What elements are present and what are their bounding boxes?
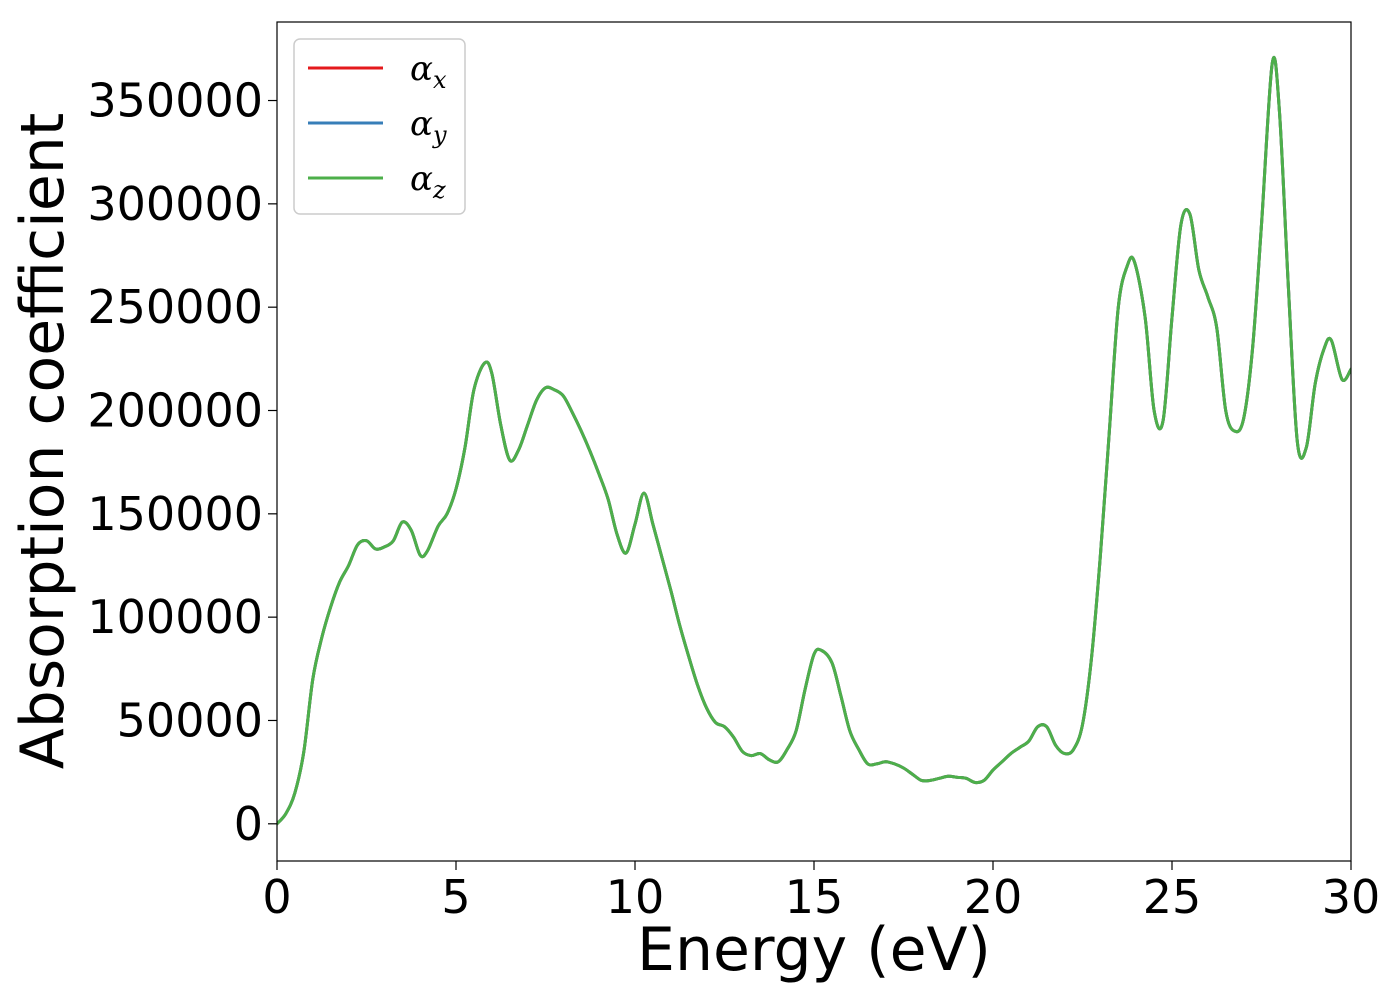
x-axis-title: Energy (eV) — [637, 915, 991, 985]
legend: αx αy αz — [293, 38, 466, 215]
x-axis-ticks: 0 5 10 15 20 25 30 — [262, 861, 1380, 924]
legend-label-x: αx — [410, 49, 447, 94]
legend-label-y: αy — [410, 104, 447, 149]
y-tick-label: 50000 — [117, 693, 263, 747]
y-tick-label: 150000 — [87, 487, 263, 541]
series-layer — [277, 55, 1351, 826]
legend-box — [293, 38, 466, 215]
x-tick-label: 5 — [441, 870, 470, 924]
x-tick-label: 25 — [1143, 870, 1202, 924]
x-tick-label: 15 — [785, 870, 844, 924]
y-tick-label: 200000 — [87, 384, 263, 438]
series-line-z — [277, 55, 1351, 826]
x-tick-label: 10 — [606, 870, 665, 924]
y-tick-label: 100000 — [87, 590, 263, 644]
y-tick-label: 250000 — [87, 280, 263, 334]
x-tick-label: 30 — [1322, 870, 1381, 924]
y-axis-title: Absorption coefficient — [8, 113, 78, 770]
y-tick-label: 350000 — [87, 74, 263, 128]
x-tick-label: 0 — [262, 870, 291, 924]
y-tick-label: 300000 — [87, 177, 263, 231]
x-tick-label: 20 — [964, 870, 1023, 924]
y-axis-ticks: 0 50000 100000 150000 200000 250000 300000 3500… — [87, 74, 277, 851]
legend-label-z: αz — [410, 159, 446, 204]
y-tick-label: 0 — [234, 797, 263, 851]
